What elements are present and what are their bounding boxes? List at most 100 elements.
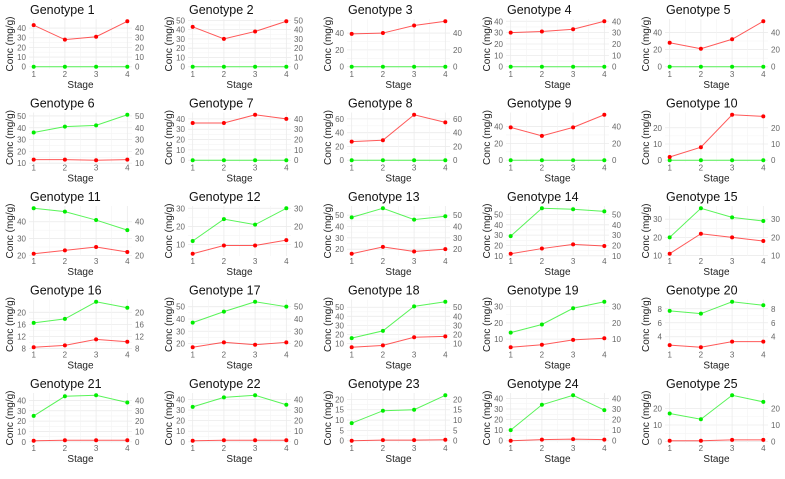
red-data-point [602, 437, 607, 442]
green-data-point [667, 64, 672, 69]
green-data-point [221, 309, 226, 314]
y-tick-label: 8 [658, 305, 663, 314]
green-data-point [125, 64, 130, 69]
y-axis-label: Conc (mg/g) [641, 203, 652, 258]
red-series-line [192, 239, 287, 255]
red-series-line [510, 20, 605, 34]
x-tick-label: 1 [508, 164, 513, 173]
red-data-point [412, 23, 417, 28]
y-tick-label: 30 [17, 34, 26, 43]
red-data-point [667, 40, 672, 45]
y2-tick-label: 5 [453, 426, 458, 435]
y-tick-label: 6 [658, 319, 663, 328]
green-data-point [602, 299, 607, 304]
y-tick-label: 10 [176, 53, 185, 62]
x-tick-label: 2 [63, 164, 68, 173]
red-series-line [351, 246, 446, 255]
green-data-point [571, 64, 576, 69]
green-series-line [192, 301, 287, 324]
y-tick-label: 0 [499, 63, 504, 72]
x-tick-label: 4 [761, 257, 766, 266]
red-series-line [33, 338, 128, 348]
red-data-point [443, 334, 448, 339]
y2-tick-label: 20 [135, 417, 144, 426]
red-data-point [284, 238, 289, 243]
green-data-point [62, 124, 67, 129]
y2-tick-label: 20 [612, 416, 621, 425]
x-axis-label: Stage [703, 361, 730, 372]
y-tick-label: 40 [335, 312, 344, 321]
y2-tick-label: 8 [135, 344, 140, 353]
y-tick-label: 30 [494, 231, 503, 240]
red-series-line [351, 20, 446, 35]
red-data-point [284, 19, 289, 24]
y-tick-label: 40 [494, 123, 503, 132]
y-tick-label: 0 [22, 63, 27, 72]
panel-title: Genotype 19 [507, 284, 579, 298]
y-tick-label: 20 [494, 139, 503, 148]
x-tick-label: 4 [602, 164, 607, 173]
y-tick-label: 20 [17, 251, 26, 260]
x-tick-label: 1 [31, 444, 36, 453]
red-data-point [94, 34, 99, 39]
x-tick-label: 1 [349, 70, 354, 79]
x-tick-label: 1 [508, 351, 513, 360]
x-tick-label: 2 [381, 164, 386, 173]
green-data-point [539, 206, 544, 211]
green-data-point [667, 158, 672, 163]
red-data-point [539, 342, 544, 347]
green-series-line [510, 207, 605, 237]
red-data-point [698, 345, 703, 350]
y-tick-label: 10 [653, 140, 662, 149]
y2-tick-label: 40 [135, 396, 144, 405]
green-series-line [192, 394, 287, 408]
red-data-point [730, 235, 735, 240]
green-data-point [412, 407, 417, 412]
x-tick-label: 3 [730, 444, 735, 453]
y2-tick-label: 0 [135, 63, 140, 72]
green-series-line [510, 301, 605, 334]
y-tick-label: 30 [494, 29, 503, 38]
y-tick-label: 40 [17, 24, 26, 33]
y2-tick-label: 40 [294, 315, 303, 324]
y2-tick-label: 20 [135, 251, 144, 260]
green-data-point [94, 393, 99, 398]
x-tick-label: 3 [94, 444, 99, 453]
green-data-point [190, 239, 195, 243]
y-tick-label: 0 [22, 438, 27, 447]
panel-genotype-8: Genotype 8 0 0 20 20 40 40 60 60 1 2 3 4 Stage Conc (m… [323, 97, 462, 185]
x-tick-label: 2 [63, 257, 68, 266]
y2-tick-label: 10 [135, 53, 144, 62]
x-axis-label: Stage [703, 80, 730, 91]
y2-tick-label: 30 [294, 406, 303, 415]
green-data-point [253, 158, 258, 163]
x-tick-label: 1 [190, 164, 195, 173]
y-tick-label: 8 [22, 344, 27, 353]
y-tick-label: 10 [653, 421, 662, 430]
y-tick-label: 10 [176, 241, 185, 250]
y-tick-label: 50 [17, 112, 26, 121]
green-data-point [761, 219, 766, 223]
red-series-line [192, 20, 287, 40]
green-data-point [380, 328, 385, 333]
y2-tick-label: 20 [135, 308, 144, 317]
red-data-point [730, 437, 735, 442]
red-data-point [412, 438, 417, 443]
y2-tick-label: 0 [612, 63, 617, 72]
y-tick-label: 20 [653, 404, 662, 413]
green-data-point [730, 299, 735, 304]
green-data-point [94, 299, 99, 304]
x-tick-label: 4 [602, 444, 607, 453]
green-data-point [125, 305, 130, 310]
y-axis-label: Conc (mg/g) [482, 203, 493, 258]
red-data-point [190, 438, 195, 443]
red-data-point [221, 340, 226, 345]
green-series-line [510, 394, 605, 431]
y2-tick-label: 30 [294, 125, 303, 134]
y2-tick-label: 10 [612, 426, 621, 435]
y2-tick-label: 50 [453, 303, 462, 312]
y2-tick-label: 20 [453, 331, 462, 340]
red-data-point [412, 335, 417, 340]
